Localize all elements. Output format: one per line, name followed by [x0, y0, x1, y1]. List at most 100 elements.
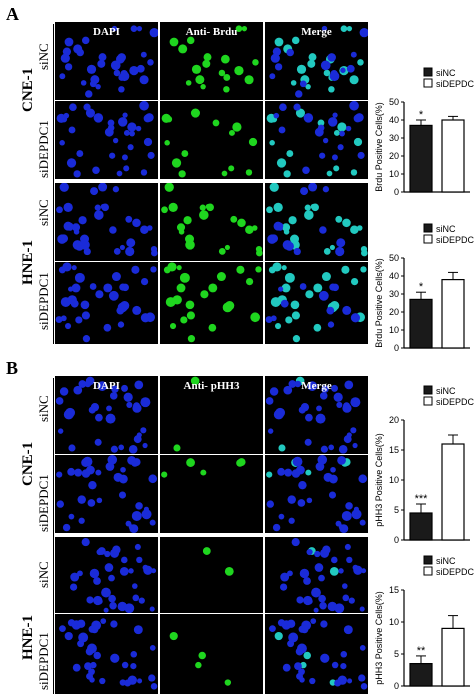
nucleus-dapi: [126, 238, 136, 248]
nucleus-positive: [223, 86, 230, 93]
column-header-antibody: Anti- Brdu: [185, 26, 238, 38]
nucleus-positive: [176, 223, 186, 232]
nucleus-dapi: [123, 129, 130, 136]
y-tick-label: 0: [394, 681, 399, 691]
nucleus-merge: [334, 603, 345, 614]
nucleus-merge: [340, 663, 347, 670]
nucleus-merge: [267, 428, 274, 434]
nucleus-merge: [270, 53, 280, 63]
legend-swatch: [423, 223, 433, 233]
nucleus-dapi: [95, 413, 103, 422]
nucleus-merge: [290, 80, 297, 86]
nucleus-positive: [195, 75, 205, 85]
nucleus-positive: [179, 272, 190, 283]
nucleus-dapi: [121, 384, 128, 392]
nucleus-dapi: [76, 619, 86, 628]
nucleus-merge: [350, 397, 361, 408]
nucleus-merge: [334, 679, 342, 687]
nucleus-merge: [338, 568, 344, 574]
nucleus-dapi: [121, 661, 129, 669]
nucleus-dapi: [78, 632, 89, 643]
nucleus-merge: [322, 186, 330, 193]
nucleus-dapi: [84, 662, 92, 671]
nucleus-dapi: [78, 517, 85, 524]
nucleus-dapi: [86, 596, 94, 604]
nucleus-positive: [195, 661, 202, 669]
nucleus-merge: [323, 69, 331, 77]
nucleus-dapi: [85, 108, 96, 118]
nucleus-merge: [319, 602, 327, 610]
legend-swatch: [423, 396, 433, 406]
nucleus-dapi: [137, 678, 143, 684]
nucleus-dapi: [134, 380, 144, 390]
nucleus-merge: [281, 283, 291, 293]
nucleus-positive: [198, 651, 206, 660]
nucleus-positive: [202, 59, 211, 68]
nucleus-dapi: [125, 246, 135, 257]
nucleus-dapi: [108, 574, 115, 582]
nucleus-merge: [293, 247, 301, 256]
nucleus-dapi: [118, 86, 125, 93]
nucleus-dapi: [81, 36, 90, 45]
nucleus-positive: [234, 65, 244, 76]
grid-divider: [263, 22, 265, 344]
nucleus-merge: [296, 465, 305, 475]
nucleus-merge: [321, 272, 331, 282]
legend-swatch: [423, 78, 433, 88]
nucleus-merge: [288, 632, 299, 643]
nucleus-merge: [305, 83, 311, 90]
nucleus-merge: [279, 583, 288, 591]
nucleus-dapi: [84, 380, 92, 388]
nucleus-merge: [309, 385, 316, 391]
nucleus-merge: [343, 402, 351, 410]
nucleus-merge: [296, 64, 307, 74]
nucleus-merge: [293, 103, 301, 111]
nucleus-merge: [266, 471, 273, 478]
nucleus-merge: [337, 144, 344, 151]
nucleus-dapi: [120, 70, 128, 78]
nucleus-merge: [317, 119, 325, 127]
nucleus-merge: [285, 241, 294, 251]
nucleus-merge: [303, 577, 311, 585]
legend-label: siDEPDC1: [436, 397, 474, 407]
nucleus-dapi: [117, 321, 125, 328]
nucleus-merge: [273, 112, 280, 119]
nucleus-dapi: [129, 130, 135, 137]
nucleus-merge: [316, 405, 322, 412]
nucleus-merge: [320, 548, 330, 558]
micrograph-canvas: [55, 376, 368, 690]
nucleus-merge: [304, 204, 311, 211]
row-label: siNC: [36, 561, 51, 588]
nucleus-dapi: [151, 249, 158, 257]
nucleus-dapi: [124, 603, 135, 614]
nucleus-positive: [173, 444, 181, 452]
nucleus-merge: [276, 158, 287, 168]
nucleus-dapi: [132, 218, 141, 228]
nucleus-positive: [199, 204, 206, 211]
nucleus-positive: [237, 218, 246, 228]
nucleus-merge: [278, 126, 286, 134]
nucleus-merge: [266, 113, 276, 123]
nucleus-merge: [337, 455, 346, 465]
nucleus-dapi: [80, 300, 90, 310]
nucleus-dapi: [77, 495, 86, 504]
grid-divider: [55, 454, 368, 455]
nucleus-dapi: [149, 28, 159, 38]
nucleus-dapi: [73, 170, 81, 178]
nucleus-dapi: [69, 103, 77, 112]
nucleus-merge: [328, 491, 337, 499]
legend-label: siNC: [436, 556, 456, 566]
nucleus-positive: [181, 150, 189, 158]
nucleus-merge: [359, 519, 366, 526]
y-tick-label: 50: [389, 253, 399, 263]
nucleus-merge: [299, 80, 307, 88]
nucleus-merge: [350, 169, 358, 176]
nucleus-merge: [284, 272, 295, 283]
nucleus-merge: [350, 225, 359, 234]
nucleus-positive: [244, 75, 254, 85]
nucleus-positive: [190, 108, 201, 118]
nucleus-dapi: [64, 322, 72, 330]
nucleus-merge: [342, 218, 351, 228]
nucleus-dapi: [130, 663, 137, 670]
